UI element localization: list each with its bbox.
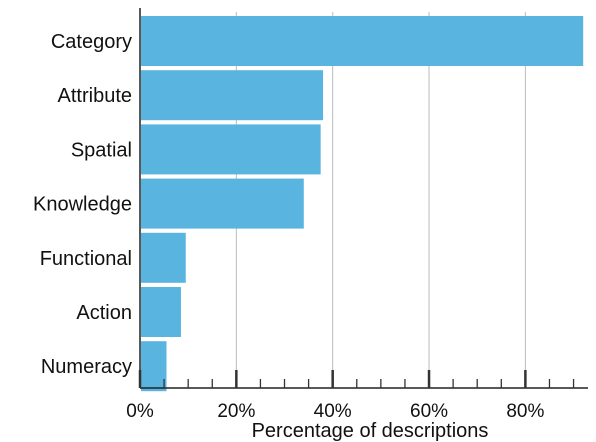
category-label-category: Category [51, 31, 132, 53]
category-label-functional: Functional [40, 248, 132, 270]
category-label-knowledge: Knowledge [33, 194, 132, 216]
x-tick-label-1: 20% [217, 401, 255, 422]
category-label-action: Action [76, 302, 132, 324]
bar-attribute [141, 70, 324, 121]
category-label-numeracy: Numeracy [41, 356, 132, 378]
bar-spatial [141, 124, 321, 175]
bar-action [141, 287, 181, 337]
bar-knowledge [141, 178, 304, 229]
x-tick-label-3: 60% [410, 401, 448, 422]
x-tick-label-0: 0% [126, 401, 154, 422]
bar-category [141, 16, 584, 66]
category-labels: Category Attribute Spatial Knowledge Functio… [33, 31, 132, 378]
bar-functional [141, 232, 186, 283]
x-axis-label: Percentage of descriptions [252, 420, 489, 442]
axes [138, 8, 588, 389]
x-tick-label-2: 40% [314, 401, 352, 422]
x-tick-labels: 0% 20% 40% 60% 80% [126, 401, 544, 422]
bars [141, 16, 584, 392]
x-tick-label-4: 80% [506, 401, 544, 422]
category-label-attribute: Attribute [58, 85, 132, 107]
bar-numeracy [141, 341, 167, 392]
category-label-spatial: Spatial [71, 139, 132, 161]
